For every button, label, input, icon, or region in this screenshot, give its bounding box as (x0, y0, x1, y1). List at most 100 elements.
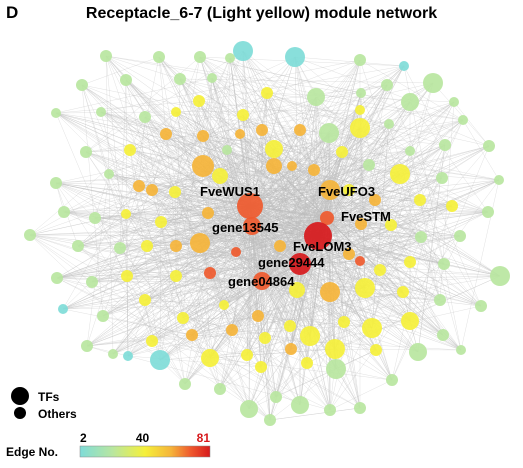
edge (100, 111, 275, 167)
edge (299, 129, 319, 237)
edge (249, 92, 362, 207)
edge (175, 111, 250, 410)
edge (329, 189, 489, 213)
edge (317, 199, 421, 237)
edge (419, 199, 462, 351)
edge (102, 315, 193, 336)
gene-node (369, 194, 381, 206)
edge (211, 77, 319, 237)
edge (294, 56, 464, 121)
edge (261, 173, 401, 282)
gene-node (193, 95, 205, 107)
gene-node (123, 351, 133, 361)
gene-node (86, 276, 98, 288)
edge (56, 277, 441, 301)
edge (184, 149, 228, 385)
edge (175, 111, 441, 301)
edge (359, 109, 404, 293)
gene-label: gene04864 (228, 274, 295, 289)
edge (81, 84, 251, 207)
edge (273, 148, 331, 411)
edge (126, 133, 241, 277)
edge (261, 224, 392, 282)
edge (261, 280, 373, 329)
legend-tf-marker (11, 387, 29, 405)
edge (94, 173, 110, 219)
edge (55, 109, 361, 114)
edge (261, 129, 393, 381)
edge (94, 217, 121, 249)
edge (202, 165, 263, 282)
edge (86, 321, 345, 347)
edge (335, 199, 376, 370)
edge (329, 211, 489, 293)
edge (334, 348, 361, 409)
edge (219, 280, 263, 390)
edge (77, 245, 271, 421)
edge (56, 164, 370, 279)
edge (231, 169, 315, 331)
edge (329, 119, 464, 411)
edge (211, 77, 275, 167)
edge (129, 111, 177, 151)
edge (159, 280, 263, 361)
edge (77, 65, 405, 247)
edge (368, 164, 421, 201)
edge (299, 263, 482, 307)
edge (211, 77, 501, 277)
edge (306, 362, 393, 381)
edge (94, 185, 140, 219)
gene-node (354, 402, 366, 414)
gene-node (197, 130, 209, 142)
edge (55, 112, 453, 207)
edge (359, 59, 464, 121)
edge (175, 275, 277, 398)
edge (55, 77, 213, 114)
edge (86, 275, 501, 347)
edge (202, 150, 411, 167)
edge (108, 173, 298, 291)
edge (174, 191, 308, 364)
edge (317, 101, 455, 237)
edge (273, 165, 441, 301)
gene-node (97, 310, 109, 322)
edge (409, 150, 441, 301)
edge (62, 308, 193, 336)
gene-node (146, 184, 158, 196)
edge (359, 260, 444, 336)
edge (81, 84, 301, 265)
edge (199, 242, 345, 323)
edge (269, 407, 361, 421)
gene-node (456, 345, 466, 355)
edge (174, 56, 201, 193)
edge (261, 150, 411, 282)
edge (275, 260, 361, 398)
edge (261, 101, 455, 282)
gene-node (121, 270, 133, 282)
edge (462, 119, 500, 181)
edge (290, 96, 317, 350)
edge (359, 205, 453, 262)
edge (108, 111, 177, 175)
edge (55, 112, 453, 207)
gene-node (397, 286, 409, 298)
gene-node (390, 164, 410, 184)
gene-node (133, 180, 145, 192)
gene-node (252, 310, 264, 322)
edge (239, 133, 301, 265)
edge (126, 275, 263, 282)
gene-node (58, 206, 70, 218)
gene-node (356, 88, 366, 98)
edge (160, 221, 184, 319)
edge (273, 165, 462, 351)
gene-node (114, 242, 126, 254)
edge (138, 185, 377, 351)
gene-node (264, 414, 276, 426)
gene-node (179, 378, 191, 390)
edge (126, 92, 362, 277)
edge (198, 100, 328, 219)
edge (29, 149, 131, 236)
edge (175, 164, 370, 247)
edge (299, 235, 461, 265)
edge (223, 189, 350, 306)
